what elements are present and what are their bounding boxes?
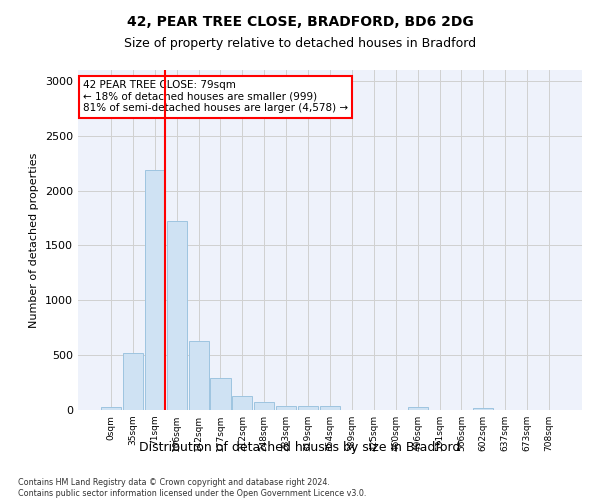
Text: Contains HM Land Registry data © Crown copyright and database right 2024.
Contai: Contains HM Land Registry data © Crown c… bbox=[18, 478, 367, 498]
Text: 42 PEAR TREE CLOSE: 79sqm
← 18% of detached houses are smaller (999)
81% of semi: 42 PEAR TREE CLOSE: 79sqm ← 18% of detac… bbox=[83, 80, 348, 114]
Bar bbox=[232, 396, 253, 410]
Y-axis label: Number of detached properties: Number of detached properties bbox=[29, 152, 40, 328]
Bar bbox=[407, 408, 428, 410]
Bar bbox=[188, 341, 209, 410]
Text: Distribution of detached houses by size in Bradford: Distribution of detached houses by size … bbox=[139, 441, 461, 454]
Bar bbox=[145, 170, 165, 410]
Bar bbox=[298, 406, 318, 410]
Bar bbox=[320, 406, 340, 410]
Bar bbox=[167, 222, 187, 410]
Bar bbox=[123, 353, 143, 410]
Text: 42, PEAR TREE CLOSE, BRADFORD, BD6 2DG: 42, PEAR TREE CLOSE, BRADFORD, BD6 2DG bbox=[127, 15, 473, 29]
Bar bbox=[276, 406, 296, 410]
Bar bbox=[254, 402, 274, 410]
Bar bbox=[473, 408, 493, 410]
Text: Size of property relative to detached houses in Bradford: Size of property relative to detached ho… bbox=[124, 38, 476, 51]
Bar bbox=[101, 406, 121, 410]
Bar bbox=[211, 378, 230, 410]
